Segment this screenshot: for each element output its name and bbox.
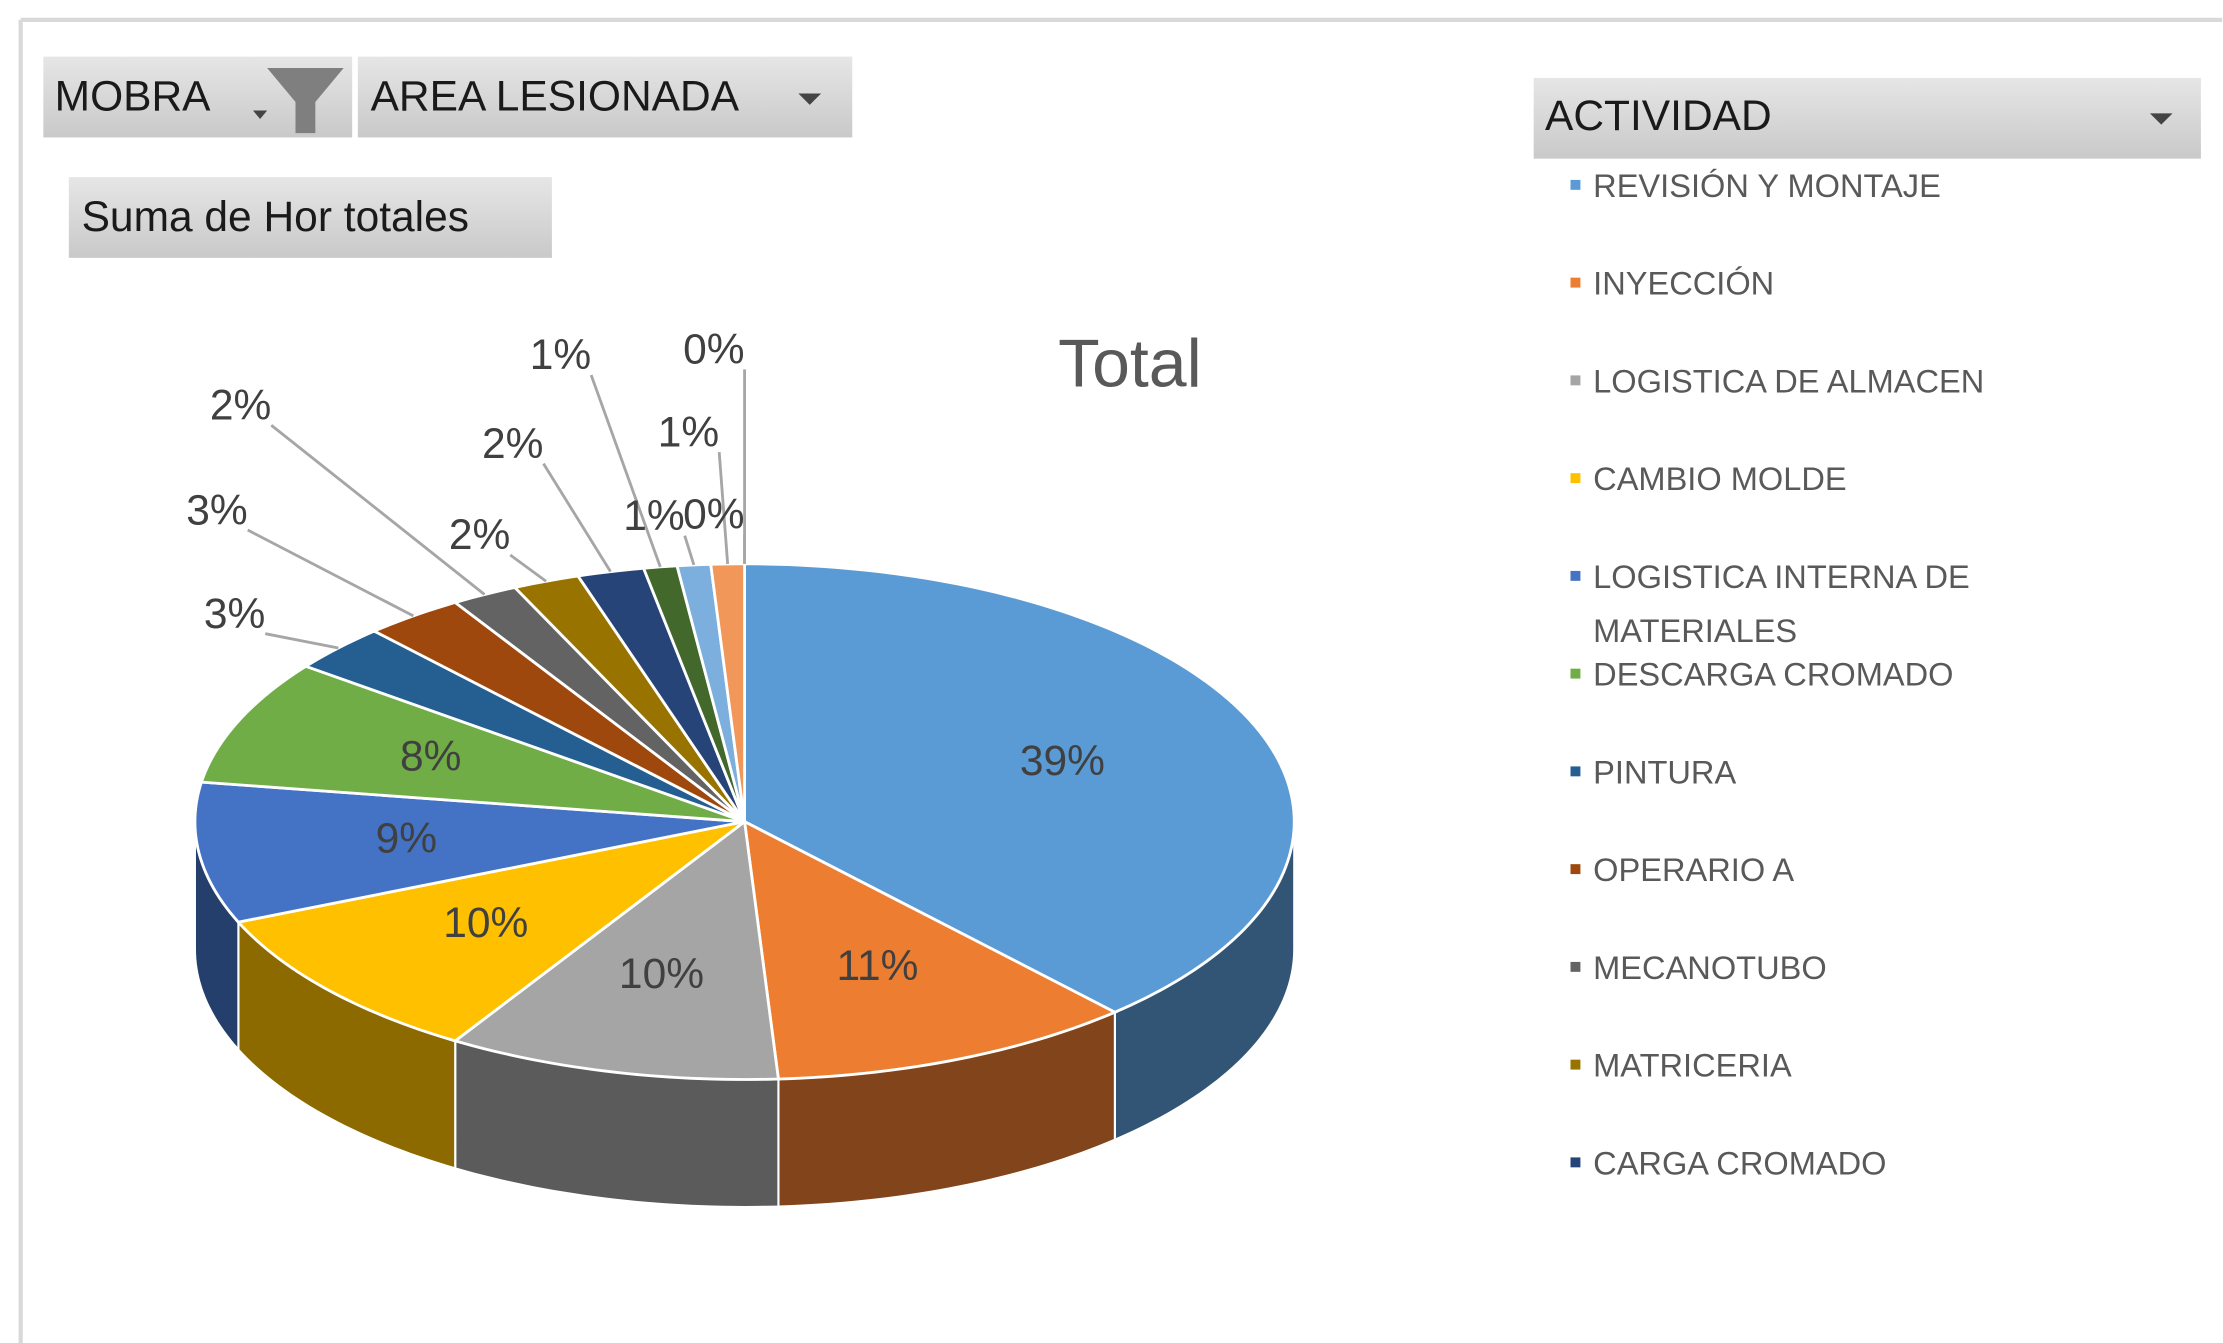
leader-line	[247, 528, 414, 618]
dropdown-arrow	[2149, 113, 2173, 125]
data-label: 0%	[683, 492, 744, 539]
slice	[452, 585, 746, 823]
legend-label: LOGISTICA INTERNA DE MATERIALES	[1593, 558, 1970, 649]
slice	[235, 820, 746, 1043]
filter-button[interactable]: AREA LESIONADA	[357, 56, 853, 138]
legend-item: INYECCIÓN	[1593, 264, 1775, 302]
slice	[193, 780, 745, 924]
button-bg	[68, 177, 552, 258]
legend-marker	[1570, 1157, 1581, 1168]
data-label: 8%	[400, 734, 461, 781]
data-label: 2%	[449, 512, 510, 559]
legend-marker	[1570, 570, 1581, 581]
slice	[370, 600, 746, 823]
filter-icon	[267, 68, 344, 134]
legend-item: CARGA CROMADO	[1593, 1144, 1887, 1182]
data-label: 2%	[482, 421, 543, 468]
legend-marker	[1570, 1059, 1581, 1070]
legend-label: LOGISTICA DE ALMACEN	[1593, 362, 1985, 400]
legend-item: LOGISTICA DE ALMACEN	[1593, 362, 1985, 400]
slice	[742, 819, 1119, 1081]
leader-line	[270, 424, 486, 596]
data-label: 1%	[658, 409, 719, 456]
legend-marker	[1570, 864, 1581, 875]
legend-item: LOGISTICA INTERNA DE MATERIALES	[1593, 558, 1970, 649]
legend-item: DESCARGA CROMADO	[1593, 655, 1954, 693]
button-label: AREA LESIONADA	[371, 73, 740, 120]
button-bg	[357, 56, 853, 138]
pie-tops	[193, 562, 1296, 1081]
slice	[575, 566, 746, 823]
data-label: 10%	[619, 951, 704, 998]
button-label: ACTIVIDAD	[1545, 93, 1772, 140]
leader-line	[264, 632, 339, 650]
legend-marker	[1570, 961, 1581, 972]
leader-line	[589, 374, 662, 568]
value-button[interactable]: Suma de Hor totales	[68, 177, 552, 258]
data-label: 1%	[530, 332, 591, 379]
legend-label: CARGA CROMADO	[1593, 1144, 1887, 1182]
filter-button[interactable]: MOBRA	[43, 56, 353, 138]
data-label: 9%	[376, 816, 437, 863]
leader-line	[509, 553, 547, 583]
legend-item: MECANOTUBO	[1593, 949, 1827, 986]
data-label: 39%	[1020, 738, 1105, 785]
legend-item: REVISIÓN Y MONTAJE	[1593, 167, 1941, 204]
legend-marker	[1570, 766, 1581, 777]
legend-label: OPERARIO A	[1593, 851, 1795, 889]
data-label: 11%	[836, 943, 918, 990]
data-label: 10%	[443, 900, 528, 947]
data-label: 1%	[623, 493, 684, 540]
chart-title: Total	[1058, 325, 1202, 401]
button-bg	[1533, 77, 2201, 159]
legend-marker	[1570, 473, 1581, 484]
legend-label: INYECCIÓN	[1593, 264, 1775, 302]
data-label: 3%	[186, 487, 247, 534]
legend-marker	[1570, 668, 1581, 679]
slice	[452, 819, 781, 1081]
legend-item: MATRICERIA	[1593, 1046, 1792, 1084]
legend-label: CAMBIO MOLDE	[1593, 460, 1847, 498]
pie-sides	[193, 821, 1296, 1209]
legend-marker	[1570, 277, 1581, 288]
data-label: 3%	[204, 591, 265, 638]
legend-label: DESCARGA CROMADO	[1593, 655, 1954, 693]
legend-label: REVISIÓN Y MONTAJE	[1593, 167, 1941, 204]
slice	[743, 562, 1296, 1014]
slice	[512, 574, 746, 823]
button-label: MOBRA	[55, 73, 211, 120]
legend-label: MECANOTUBO	[1593, 949, 1827, 986]
slice	[199, 664, 746, 824]
axis-button[interactable]: ACTIVIDAD	[1533, 77, 2201, 159]
legend-marker	[1570, 179, 1581, 190]
legend-item: OPERARIO A	[1593, 851, 1795, 889]
data-label: 0%	[683, 327, 744, 374]
leader-line	[717, 451, 730, 565]
leader-line	[542, 462, 612, 573]
legend-marker	[1570, 375, 1581, 386]
leader-line	[683, 535, 696, 566]
legend-item: PINTURA	[1593, 753, 1737, 791]
data-label: 2%	[210, 382, 271, 429]
legend-item: CAMBIO MOLDE	[1593, 460, 1847, 498]
legend-label: PINTURA	[1593, 753, 1737, 791]
button-label: Suma de Hor totales	[82, 194, 469, 241]
legend-label: MATRICERIA	[1593, 1046, 1792, 1084]
dropdown-arrow	[798, 93, 822, 105]
dropdown-arrow	[253, 110, 268, 119]
